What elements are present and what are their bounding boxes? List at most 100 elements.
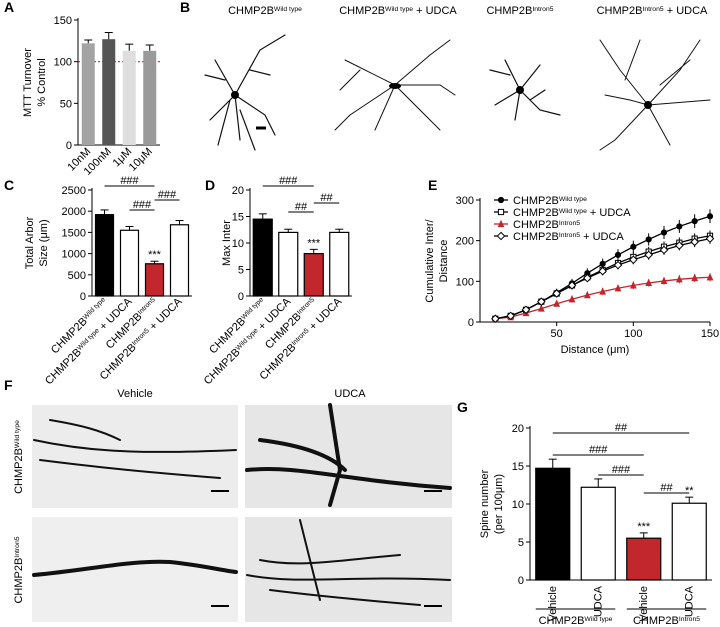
image-title: CHMP2BWild type + UDCA — [339, 5, 457, 17]
y-axis-label: Size (μm) — [38, 219, 50, 266]
legend-label-text: CHMP2B — [513, 219, 559, 231]
dendrite-images — [32, 403, 452, 622]
point — [629, 255, 638, 265]
neuron — [334, 39, 456, 131]
x-tick-label-text: CHMP2B — [43, 346, 84, 387]
legend-marker — [497, 196, 505, 204]
x-tick-label-sup: Intron5 — [136, 296, 156, 316]
legend-label-sup: Intron5 — [559, 232, 580, 239]
row-label-sup: Intron5 — [14, 536, 21, 557]
image-title-sup: Intron5 — [532, 6, 553, 13]
x-tick-label: 50 — [551, 328, 563, 340]
point — [705, 234, 715, 243]
neuron-images — [204, 34, 711, 151]
significance-label: ## — [615, 422, 628, 434]
legend-label-text: CHMP2B — [513, 195, 559, 207]
y-tick-label: 100 — [54, 57, 72, 69]
legend-label-suffix: + UDCA — [580, 231, 624, 243]
point — [675, 241, 684, 250]
significance-label: *** — [307, 237, 321, 249]
row-label-text: CHMP2B — [13, 448, 25, 494]
point — [629, 281, 637, 289]
point — [598, 266, 607, 276]
legend-label: CHMP2BIntron5 + UDCA — [513, 231, 624, 243]
y-tick-label: 5 — [238, 265, 244, 277]
column-label: Vehicle — [117, 388, 152, 400]
image-title-text: CHMP2B — [228, 5, 274, 17]
group-label-sup: Intron5 — [679, 616, 700, 623]
bar — [122, 50, 136, 146]
y-tick-label: 50 — [60, 98, 72, 110]
bar — [144, 263, 165, 297]
y-axis-label: Distance — [438, 240, 450, 283]
y-tick-label: 1500 — [62, 227, 86, 239]
significance-label: ## — [660, 482, 673, 494]
x-tick-label: UDCA — [683, 585, 695, 617]
column-label: UDCA — [334, 388, 366, 400]
point — [630, 243, 637, 250]
point — [691, 218, 698, 225]
legend-label-sup: Wild type — [559, 208, 587, 215]
significance-label: *** — [637, 521, 651, 533]
y-tick-label: 500 — [68, 270, 86, 282]
image-title: CHMP2BIntron5 — [486, 5, 553, 17]
bar — [102, 39, 116, 145]
image-title-text: CHMP2B — [339, 5, 385, 17]
group-label: CHMP2BIntron5 — [633, 615, 700, 627]
point — [660, 229, 668, 236]
point — [553, 299, 561, 307]
y-axis-label: Total Arbor — [24, 216, 36, 269]
bar — [329, 231, 350, 297]
panel-label: G — [457, 399, 468, 415]
bar — [252, 218, 273, 297]
dendrite — [32, 559, 238, 577]
point — [552, 289, 561, 298]
legend-marker — [496, 231, 506, 241]
point — [675, 274, 683, 283]
point — [690, 237, 699, 247]
y-tick-label: 1000 — [62, 249, 86, 261]
row-label-sup: Wild type — [14, 420, 21, 448]
panel-label: D — [205, 177, 215, 193]
panel-label: B — [180, 0, 190, 15]
x-tick-label-text: CHMP2B — [207, 315, 248, 356]
point — [583, 273, 592, 283]
y-tick-label: 10 — [232, 238, 244, 250]
x-axis-label: Distance (μm) — [561, 344, 630, 356]
y-axis-label: Max Inter — [221, 220, 233, 266]
dendrite — [33, 419, 237, 479]
y-axis-label: Cumulative Inter/ — [424, 218, 436, 302]
x-tick-label-text: CHMP2B — [49, 315, 90, 356]
y-axis-label: Spine number — [479, 469, 491, 538]
image-title: CHMP2BIntron5 + UDCA — [597, 5, 708, 17]
panel-label: C — [4, 177, 14, 193]
bar — [626, 537, 662, 581]
point — [537, 297, 546, 306]
dendrite — [245, 403, 452, 507]
point — [613, 260, 623, 270]
legend-label-sup: Wild type — [559, 196, 587, 203]
image-title-suffix: + UDCA — [664, 5, 708, 17]
significance-label: ** — [685, 485, 694, 497]
y-tick-label: 5 — [518, 537, 524, 549]
y-tick-label: 0 — [80, 291, 86, 303]
legend-label-suffix: + UDCA — [587, 207, 631, 219]
y-tick-label: 150 — [54, 15, 72, 27]
x-tick-label: Vehicle — [638, 586, 650, 621]
y-tick-label: 2500 — [62, 185, 86, 197]
neuron — [204, 34, 286, 151]
neuron — [489, 59, 561, 121]
point — [659, 245, 669, 255]
bar — [94, 213, 115, 297]
bar — [143, 50, 157, 146]
point — [645, 236, 652, 243]
group-label: CHMP2BWild type — [539, 615, 613, 627]
legend-label: CHMP2BWild type + UDCA — [513, 207, 631, 219]
bar — [671, 502, 707, 581]
legend-label-text: CHMP2B — [513, 231, 559, 243]
legend-marker — [497, 208, 505, 216]
y-tick-label: 2000 — [62, 206, 86, 218]
point — [691, 273, 699, 282]
x-tick-label-sup: Intron5 — [296, 296, 316, 316]
